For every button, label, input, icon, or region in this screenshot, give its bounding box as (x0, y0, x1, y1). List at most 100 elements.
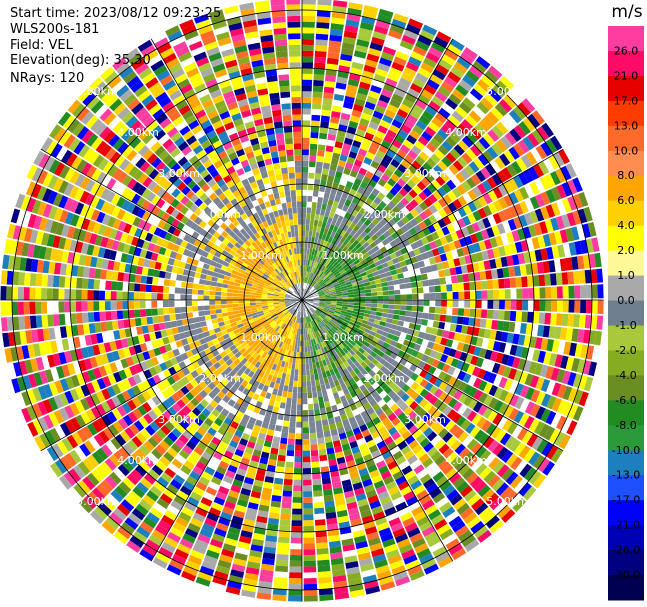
range-gate (326, 229, 333, 237)
range-gate (346, 84, 358, 93)
range-gate (478, 119, 491, 132)
range-gate (288, 595, 302, 602)
range-gate (419, 494, 432, 506)
range-gate (302, 102, 312, 109)
range-gate (316, 542, 329, 549)
range-gate (297, 392, 302, 399)
range-gate (305, 283, 308, 289)
range-gate (307, 298, 314, 300)
range-gate (335, 322, 341, 327)
range-gate (537, 457, 551, 473)
range-gate (509, 128, 522, 142)
range-gate (353, 178, 362, 186)
range-gate (397, 163, 408, 174)
range-gate (330, 276, 336, 281)
range-gate (289, 554, 302, 561)
range-gate (325, 298, 331, 300)
range-gate (573, 270, 580, 285)
range-gate (388, 209, 397, 218)
range-gate (477, 154, 489, 166)
range-gate (344, 380, 352, 388)
range-gate (302, 247, 305, 254)
range-gate (377, 62, 390, 73)
range-gate (324, 306, 330, 309)
range-gate (445, 315, 452, 323)
range-gate (318, 342, 324, 349)
range-gate (145, 300, 152, 309)
range-gate (313, 303, 319, 306)
range-gate (579, 314, 586, 328)
range-gate (464, 300, 471, 308)
range-gate (162, 300, 169, 308)
range-gate (345, 90, 357, 98)
range-gate (433, 201, 443, 211)
range-gate (408, 439, 419, 450)
range-gate (337, 336, 343, 343)
range-gate (410, 372, 419, 382)
range-gate (412, 124, 424, 136)
range-gate (517, 228, 526, 241)
range-gate (304, 277, 307, 283)
range-gate (479, 271, 487, 281)
range-gate (497, 184, 509, 197)
range-gate (405, 495, 418, 507)
range-gate (311, 260, 315, 267)
range-gate (359, 306, 366, 310)
range-gate (316, 155, 324, 163)
range-gate (311, 380, 316, 387)
range-gate (416, 468, 429, 480)
range-gate (425, 51, 440, 64)
range-gate (378, 465, 389, 475)
range-gate (509, 381, 519, 394)
range-gate (303, 531, 315, 538)
range-gate (338, 343, 345, 350)
range-gate (533, 222, 543, 236)
range-gate (468, 272, 475, 282)
range-gate (321, 328, 326, 334)
range-gate (295, 439, 302, 445)
range-gate (420, 62, 434, 74)
range-gate (521, 98, 536, 113)
range-gate (308, 178, 314, 185)
range-gate (418, 245, 427, 254)
range-gate (360, 143, 370, 152)
range-gate (351, 337, 359, 344)
range-gate (391, 119, 403, 129)
range-gate (470, 520, 485, 534)
range-gate (371, 449, 381, 459)
range-gate (536, 261, 545, 274)
range-gate (456, 274, 464, 283)
range-gate (391, 274, 399, 281)
range-gate (359, 238, 367, 246)
range-gate (355, 44, 368, 54)
range-gate (325, 351, 331, 359)
range-gate (556, 184, 567, 199)
range-gate (442, 447, 454, 459)
range-gate (318, 138, 327, 146)
range-gate (508, 368, 518, 380)
range-gate (377, 295, 384, 300)
range-gate (431, 179, 441, 190)
range-gate (531, 262, 539, 275)
range-gate (359, 354, 367, 362)
range-gate (304, 289, 307, 295)
range-gate (326, 388, 333, 396)
range-gate (504, 113, 518, 128)
range-gate (459, 333, 467, 343)
range-gate (557, 399, 568, 414)
range-gate (272, 594, 287, 602)
range-gate (438, 443, 450, 455)
range-gate (341, 42, 355, 51)
range-gate (560, 165, 572, 181)
range-gate (318, 305, 325, 309)
range-gate (309, 308, 315, 313)
range-gate (333, 246, 340, 253)
range-gate (322, 327, 328, 333)
range-gate (296, 346, 300, 353)
range-gate (379, 226, 388, 234)
range-gate (311, 344, 316, 351)
range-gate (332, 410, 340, 418)
range-gate (460, 485, 473, 498)
range-gate (517, 102, 531, 117)
range-gate (406, 300, 413, 306)
